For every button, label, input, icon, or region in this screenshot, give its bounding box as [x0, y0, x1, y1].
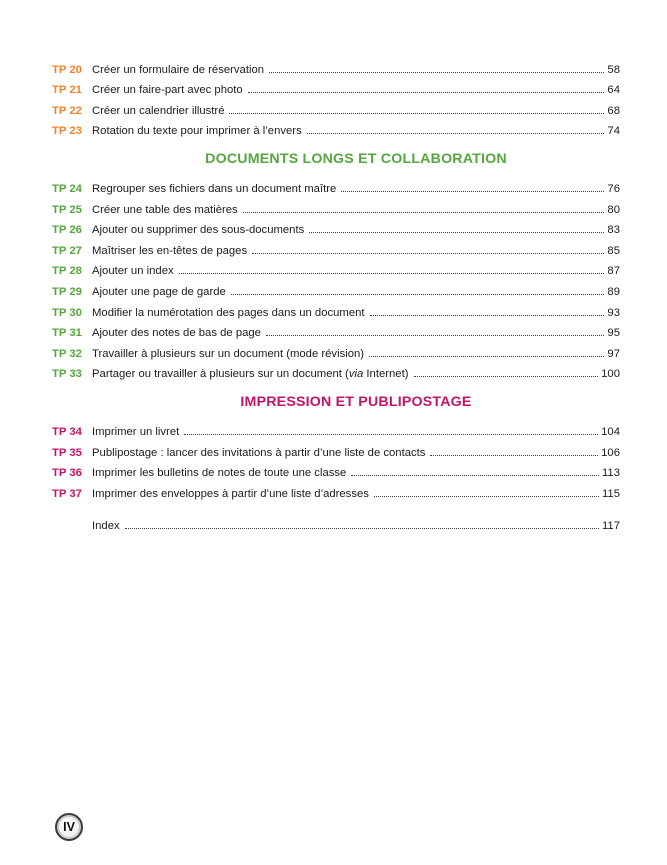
dotted-leader	[247, 92, 605, 94]
toc-entry-number: TP 35	[52, 446, 82, 459]
toc-row: TP 32 Travailler à plusieurs sur un docum…	[52, 341, 620, 362]
toc-entry-title: Ajouter un index	[92, 265, 174, 278]
dotted-leader	[413, 376, 599, 378]
toc-entry-number: TP 31	[52, 327, 82, 340]
toc-entry-title: Créer un faire-part avec photo	[92, 84, 243, 97]
toc-entry-page: 83	[607, 224, 620, 237]
toc-row: TP 34 Imprimer un livret 104	[52, 419, 620, 440]
toc-row: TP 27 Maîtriser les en-têtes de pages 85	[52, 238, 620, 259]
toc-entry-page: 100	[601, 368, 620, 381]
dotted-leader	[341, 190, 605, 192]
toc-row: TP 26 Ajouter ou supprimer des sous-docum…	[52, 218, 620, 239]
toc-entry-number: TP 28	[52, 265, 82, 278]
toc-entry-page: 97	[607, 347, 620, 360]
toc-row: TP 28 Ajouter un index 87	[52, 259, 620, 280]
toc-entry-number: TP 25	[52, 203, 82, 216]
toc-row: TP 35 Publipostage : lancer des invitatio…	[52, 440, 620, 461]
toc-row: TP 30 Modifier la numérotation des pages …	[52, 300, 620, 321]
dotted-leader	[430, 454, 599, 456]
toc-entry-title: Regrouper ses fichiers dans un document …	[92, 182, 337, 195]
dotted-leader	[373, 495, 599, 497]
dotted-leader	[230, 293, 605, 295]
dotted-leader	[252, 252, 605, 254]
toc-entry-page: 64	[607, 84, 620, 97]
toc-entry-number: TP 23	[52, 125, 82, 138]
page-number-badge: IV	[55, 813, 83, 841]
toc-entry-page: 74	[607, 125, 620, 138]
dotted-leader	[309, 232, 605, 234]
toc-row: TP 36 Imprimer les bulletins de notes de …	[52, 461, 620, 482]
table-of-contents: TP 20 Créer un formulaire de réservation 5…	[52, 57, 620, 534]
dotted-leader	[242, 211, 605, 213]
toc-entry-page: 58	[607, 63, 620, 76]
toc-entry-title: Ajouter ou supprimer des sous-documents	[92, 224, 305, 237]
section-header: IMPRESSION ET PUBLIPOSTAGE	[240, 394, 472, 411]
dotted-leader	[269, 71, 605, 73]
toc-entry-number: TP 36	[52, 467, 82, 480]
toc-entry-page: 93	[607, 306, 620, 319]
toc-entry-title: Ajouter une page de garde	[92, 285, 226, 298]
toc-row: TP 24 Regrouper ses fichiers dans un docu…	[52, 176, 620, 197]
toc-row: Index 117	[52, 514, 620, 535]
dotted-leader	[229, 112, 605, 114]
toc-entry-page: 104	[601, 425, 620, 438]
section-header: DOCUMENTS LONGS ET COLLABORATION	[205, 151, 507, 168]
dotted-leader	[306, 133, 605, 135]
dotted-leader	[351, 475, 599, 477]
toc-entry-title: Travailler à plusieurs sur un document (…	[92, 347, 365, 360]
toc-entry-title: Créer un calendrier illustré	[92, 104, 225, 117]
dotted-leader	[178, 273, 605, 275]
toc-row: TP 37 Imprimer des enveloppes à partir d’…	[52, 481, 620, 502]
toc-entry-number: TP 26	[52, 224, 82, 237]
dotted-leader	[124, 528, 599, 530]
dotted-leader	[369, 314, 605, 316]
toc-row: TP 21 Créer un faire-part avec photo 64	[52, 78, 620, 99]
toc-entry-title: Partager ou travailler à plusieurs sur u…	[92, 368, 409, 381]
dotted-leader	[369, 355, 605, 357]
toc-entry-title: Maîtriser les en-têtes de pages	[92, 244, 248, 257]
toc-entry-number: TP 29	[52, 285, 82, 298]
toc-entry-page: 80	[607, 203, 620, 216]
toc-row: TP 33 Partager ou travailler à plusieurs …	[52, 362, 620, 383]
toc-entry-page: 85	[607, 244, 620, 257]
toc-row: TP 25 Créer une table des matières 80	[52, 197, 620, 218]
toc-entry-number: TP 20	[52, 63, 82, 76]
toc-entry-number: TP 32	[52, 347, 82, 360]
toc-entry-number: TP 22	[52, 104, 82, 117]
toc-row: TP 23 Rotation du texte pour imprimer à l…	[52, 119, 620, 140]
toc-entry-page: 95	[607, 327, 620, 340]
toc-entry-number: TP 37	[52, 487, 82, 500]
toc-entry-page: 113	[601, 467, 620, 480]
toc-entry-page: 106	[601, 446, 620, 459]
toc-entry-page: 76	[607, 182, 620, 195]
toc-entry-title: Imprimer des enveloppes à partir d’une l…	[92, 487, 369, 500]
toc-entry-number: TP 34	[52, 425, 82, 438]
toc-entry-title: Modifier la numérotation des pages dans …	[92, 306, 365, 319]
toc-entry-number: TP 30	[52, 306, 82, 319]
toc-entry-title: Imprimer les bulletins de notes de toute…	[92, 467, 347, 480]
toc-entry-title: Publipostage : lancer des invitations à …	[92, 446, 426, 459]
toc-entry-number: TP 21	[52, 84, 82, 97]
toc-row: TP 20 Créer un formulaire de réservation 5…	[52, 57, 620, 78]
toc-entry-title: Créer un formulaire de réservation	[92, 63, 265, 76]
toc-row: TP 29 Ajouter une page de garde 89	[52, 279, 620, 300]
toc-entry-page: 115	[601, 487, 620, 500]
dotted-leader	[265, 335, 605, 337]
toc-row: TP 22 Créer un calendrier illustré 68	[52, 98, 620, 119]
toc-entry-title: Rotation du texte pour imprimer à l’enve…	[92, 125, 302, 138]
toc-entry-title: Imprimer un livret	[92, 425, 180, 438]
toc-entry-page: 117	[601, 520, 620, 533]
toc-row: TP 31 Ajouter des notes de bas de page 95	[52, 321, 620, 342]
toc-entry-title: Ajouter des notes de bas de page	[92, 327, 261, 340]
toc-entry-number: TP 24	[52, 182, 82, 195]
toc-entry-page: 87	[607, 265, 620, 278]
toc-entry-page: 68	[607, 104, 620, 117]
toc-entry-number: TP 27	[52, 244, 82, 257]
toc-entry-title: Créer une table des matières	[92, 203, 238, 216]
toc-entry-number: TP 33	[52, 368, 82, 381]
toc-entry-title: Index	[92, 520, 120, 533]
toc-entry-page: 89	[607, 285, 620, 298]
dotted-leader	[184, 433, 599, 435]
